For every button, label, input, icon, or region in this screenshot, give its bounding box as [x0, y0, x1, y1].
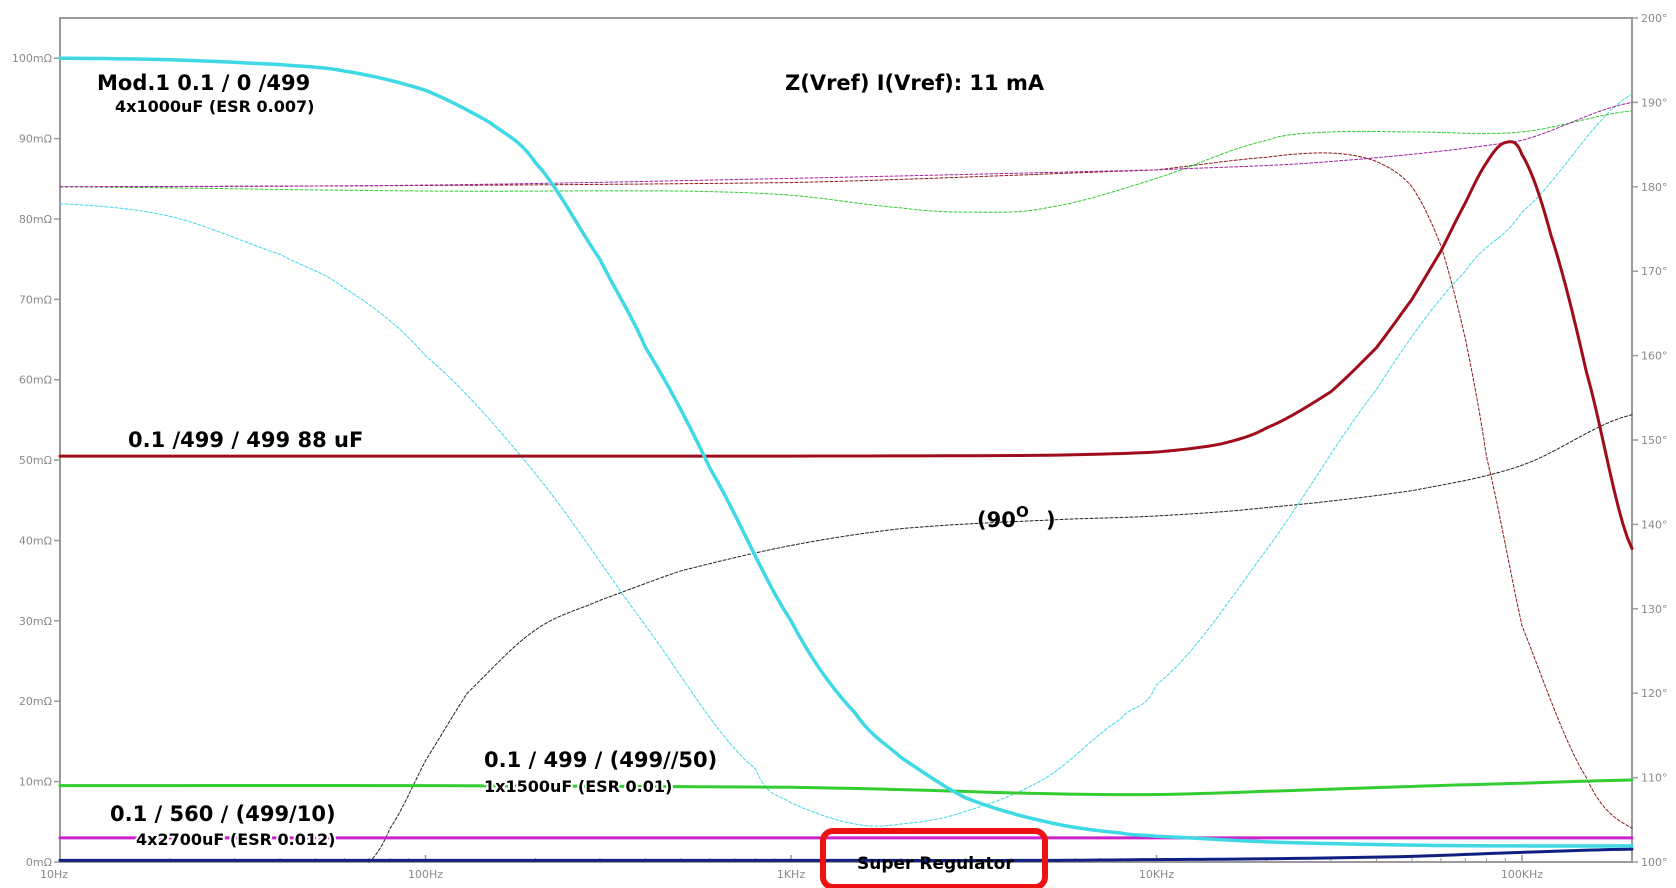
series-black-phase [368, 414, 1633, 863]
y-left-tick-label: 90mΩ [19, 133, 52, 146]
y-right-tick-label: 190° [1641, 96, 1668, 109]
y-left-tick-label: 30mΩ [19, 615, 52, 628]
y-right-tick-label: 130° [1641, 603, 1668, 616]
y-left-tick-label: 50mΩ [19, 454, 52, 467]
label-phase-90-close: ) [1046, 508, 1056, 532]
y-left-tick-label: 10mΩ [19, 776, 52, 789]
y-right-tick-label: 180° [1641, 181, 1668, 194]
series-navy-mag [58, 847, 1634, 862]
y-left-tick-label: 100mΩ [12, 52, 52, 65]
super-regulator-highlight-box [820, 828, 1048, 888]
y-right-tick-label: 120° [1641, 687, 1668, 700]
series-green-phase [59, 110, 1633, 213]
plot-series [58, 56, 1634, 863]
plot-annotations: Z(Vref) I(Vref): 11 mA Mod.1 0.1 / 0 /499… [97, 71, 1056, 888]
label-phase-90-deg: O [1016, 503, 1029, 521]
y-left-tick-label: 0mΩ [26, 856, 52, 869]
label-mod1-caps: 4x1000uF (ESR 0.007) [115, 97, 314, 116]
x-tick-label: 100Hz [408, 868, 443, 881]
y-right-tick-label: 110° [1641, 772, 1668, 785]
label-magenta-caps: 4x2700uF (ESR 0.012) [136, 830, 335, 849]
plot-axes: 10Hz 100Hz 1KHz 10KHz 100KHz 0mΩ 10mΩ 20mΩ 30mΩ 4… [12, 12, 1668, 881]
y-right-tick-label: 100° [1641, 856, 1668, 869]
label-red-label: 0.1 /499 / 499 88 uF [128, 428, 363, 452]
series-darkred-phase [59, 152, 1633, 829]
series-green-mag [58, 778, 1634, 797]
x-tick-label: 1KHz [777, 868, 805, 881]
y-left-tick-label: 80mΩ [19, 213, 52, 226]
label-green-title: 0.1 / 499 / (499//50) [484, 748, 717, 772]
series-cyan-mag [58, 56, 1634, 848]
label-title: Z(Vref) I(Vref): 11 mA [785, 71, 1045, 95]
y-right-tick-label: 170° [1641, 265, 1668, 278]
series-magenta-phase [59, 101, 1633, 188]
y-right-tick-label: 150° [1641, 434, 1668, 447]
x-tick-label: 10KHz [1139, 868, 1174, 881]
label-magenta-title: 0.1 / 560 / (499/10) [110, 802, 336, 826]
y-right-tick-label: 200° [1641, 12, 1668, 25]
label-phase-90-label: (90 [977, 508, 1016, 532]
y-left-tick-label: 70mΩ [19, 293, 52, 306]
label-green-caps: 1x1500uF (ESR 0.01) [484, 777, 672, 796]
series-cyan-phase [59, 93, 1633, 827]
label-super-regulator: Super Regulator [857, 854, 1014, 874]
y-right-tick-label: 140° [1641, 518, 1668, 531]
series-darkred-mag [58, 140, 1634, 551]
y-left-tick-label: 40mΩ [19, 534, 52, 547]
y-left-tick-label: 60mΩ [19, 374, 52, 387]
y-left-tick-label: 20mΩ [19, 695, 52, 708]
x-tick-label: 100KHz [1501, 868, 1543, 881]
y-right-tick-label: 160° [1641, 350, 1668, 363]
label-mod1-title: Mod.1 0.1 / 0 /499 [97, 71, 310, 95]
x-tick-label: 10Hz [40, 868, 68, 881]
